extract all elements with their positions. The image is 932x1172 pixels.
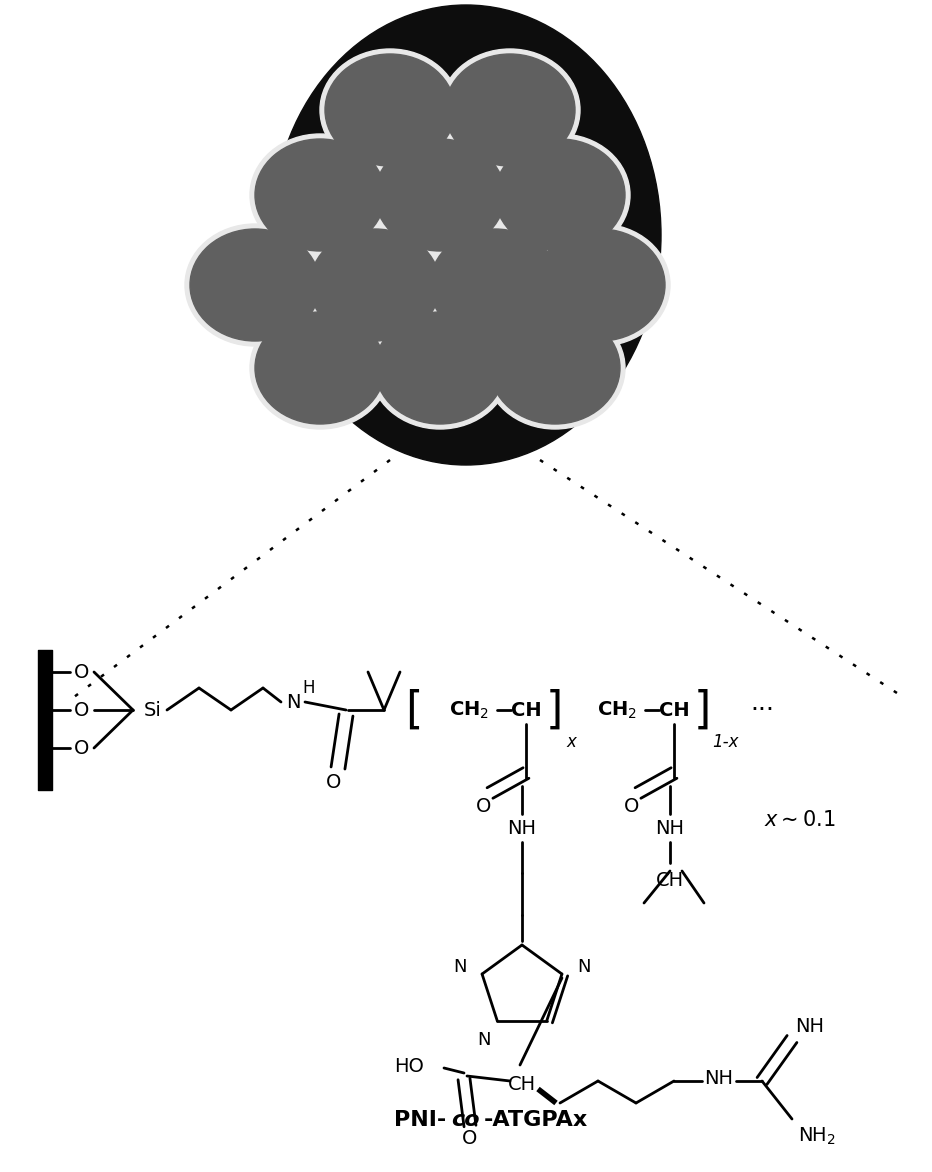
Text: CH: CH: [511, 701, 541, 720]
Ellipse shape: [375, 312, 505, 424]
Ellipse shape: [490, 312, 620, 424]
Text: O: O: [326, 772, 342, 791]
Text: $x\sim0.1$: $x\sim0.1$: [764, 810, 836, 830]
Text: CH: CH: [659, 701, 690, 720]
Text: CH$_2$: CH$_2$: [449, 700, 489, 721]
Text: co: co: [451, 1110, 479, 1130]
Text: NH: NH: [508, 818, 537, 838]
Ellipse shape: [530, 224, 670, 346]
Text: NH: NH: [796, 1016, 825, 1036]
Text: O: O: [476, 797, 492, 816]
Ellipse shape: [185, 224, 325, 346]
Text: CH: CH: [508, 1076, 536, 1095]
Ellipse shape: [305, 224, 445, 346]
Ellipse shape: [535, 229, 665, 341]
Text: O: O: [462, 1130, 478, 1149]
Ellipse shape: [370, 307, 510, 429]
Ellipse shape: [255, 139, 385, 251]
Text: N: N: [453, 958, 467, 976]
Text: H: H: [303, 679, 315, 697]
Ellipse shape: [495, 139, 625, 251]
Ellipse shape: [255, 312, 385, 424]
Text: O: O: [75, 738, 89, 757]
Ellipse shape: [325, 54, 455, 166]
Ellipse shape: [375, 139, 505, 251]
Text: N: N: [577, 958, 591, 976]
Text: CH$_2$: CH$_2$: [597, 700, 637, 721]
Text: -ATGPAx: -ATGPAx: [484, 1110, 588, 1130]
Ellipse shape: [250, 307, 390, 429]
Text: Si: Si: [144, 701, 162, 720]
Text: HO: HO: [394, 1056, 424, 1076]
Text: x: x: [566, 732, 576, 751]
Text: 1-x: 1-x: [712, 732, 738, 751]
Ellipse shape: [310, 229, 440, 341]
Ellipse shape: [485, 307, 625, 429]
Text: ···: ···: [750, 699, 774, 722]
Text: CH: CH: [656, 872, 684, 891]
Text: NH: NH: [705, 1070, 733, 1089]
Text: N: N: [286, 693, 300, 711]
Text: NH$_2$: NH$_2$: [798, 1125, 836, 1146]
Text: N: N: [477, 1030, 490, 1049]
Ellipse shape: [190, 229, 320, 341]
Text: [: [: [405, 688, 423, 731]
Text: O: O: [75, 662, 89, 681]
Text: PNI-: PNI-: [393, 1110, 446, 1130]
Text: O: O: [75, 701, 89, 720]
Ellipse shape: [430, 229, 560, 341]
Ellipse shape: [370, 134, 510, 255]
Ellipse shape: [250, 134, 390, 255]
Text: O: O: [624, 797, 639, 816]
Ellipse shape: [490, 134, 630, 255]
Ellipse shape: [271, 5, 661, 465]
Ellipse shape: [440, 49, 580, 171]
Ellipse shape: [445, 54, 575, 166]
Ellipse shape: [425, 224, 565, 346]
Text: ]: ]: [545, 688, 563, 731]
Ellipse shape: [320, 49, 460, 171]
Text: ]: ]: [693, 688, 711, 731]
Text: NH: NH: [655, 818, 684, 838]
